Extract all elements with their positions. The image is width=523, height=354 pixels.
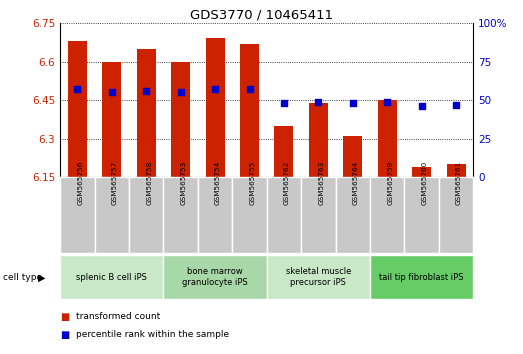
Text: tail tip fibroblast iPS: tail tip fibroblast iPS xyxy=(379,273,464,281)
Text: splenic B cell iPS: splenic B cell iPS xyxy=(76,273,147,281)
Point xyxy=(452,102,460,108)
Bar xyxy=(206,39,224,177)
Bar xyxy=(240,44,259,177)
Bar xyxy=(103,62,121,177)
Point xyxy=(314,99,323,104)
Bar xyxy=(275,126,293,177)
Text: skeletal muscle
precursor iPS: skeletal muscle precursor iPS xyxy=(286,267,351,287)
Text: percentile rank within the sample: percentile rank within the sample xyxy=(76,330,229,339)
Text: bone marrow
granulocyte iPS: bone marrow granulocyte iPS xyxy=(182,267,248,287)
Point xyxy=(349,100,357,106)
Text: GSM565754: GSM565754 xyxy=(215,161,221,205)
Text: ■: ■ xyxy=(60,312,70,322)
Bar xyxy=(309,103,328,177)
Point xyxy=(417,103,426,109)
Bar xyxy=(447,164,465,177)
Bar xyxy=(68,41,87,177)
Point xyxy=(245,86,254,92)
Text: GSM565761: GSM565761 xyxy=(456,161,462,205)
Point xyxy=(73,86,82,92)
Text: GSM565755: GSM565755 xyxy=(249,161,256,205)
Point xyxy=(108,90,116,95)
Text: GSM565756: GSM565756 xyxy=(77,161,83,205)
Point xyxy=(211,86,219,92)
Point xyxy=(383,99,391,104)
Text: GSM565759: GSM565759 xyxy=(387,161,393,205)
Bar xyxy=(412,167,431,177)
Text: GSM565763: GSM565763 xyxy=(319,161,324,205)
Text: GSM565753: GSM565753 xyxy=(180,161,187,205)
Text: ▶: ▶ xyxy=(38,273,46,283)
Text: GSM565758: GSM565758 xyxy=(146,161,152,205)
Bar xyxy=(343,136,362,177)
Text: cell type: cell type xyxy=(3,273,42,282)
Point xyxy=(280,100,288,106)
Bar xyxy=(171,62,190,177)
Text: ■: ■ xyxy=(60,330,70,339)
Point xyxy=(176,90,185,95)
Bar xyxy=(378,100,397,177)
Text: GSM565760: GSM565760 xyxy=(422,161,428,205)
Text: transformed count: transformed count xyxy=(76,312,160,321)
Point xyxy=(142,88,151,93)
Text: GSM565762: GSM565762 xyxy=(284,161,290,205)
Bar xyxy=(137,49,156,177)
Text: GSM565764: GSM565764 xyxy=(353,161,359,205)
Text: GDS3770 / 10465411: GDS3770 / 10465411 xyxy=(190,9,333,22)
Text: GSM565757: GSM565757 xyxy=(112,161,118,205)
